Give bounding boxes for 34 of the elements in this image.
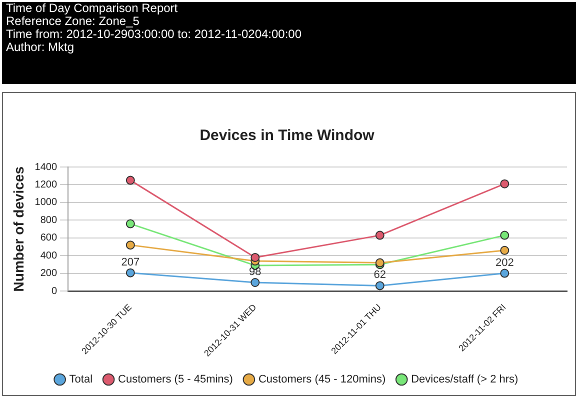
legend-label: Customers (45 - 120mins)	[258, 374, 386, 386]
legend-label: Devices/staff (> 2 hrs)	[411, 374, 518, 386]
point	[126, 268, 135, 278]
point	[250, 278, 260, 287]
data-label: 207	[121, 256, 140, 268]
point	[126, 240, 135, 250]
data-label: 98	[249, 266, 262, 278]
y-tick-label: 1400	[34, 162, 58, 173]
y-tick-label: 1000	[34, 197, 58, 208]
y-tick-label: 200	[40, 268, 58, 280]
point	[375, 230, 384, 240]
data-label: 62	[374, 269, 386, 282]
data-label: 202	[495, 256, 514, 269]
point	[500, 230, 510, 240]
y-axis-title: Number of devices	[10, 166, 26, 292]
point	[126, 176, 135, 185]
chart-title: Devices in Time Window	[200, 127, 375, 144]
point	[500, 268, 510, 278]
text: Author: Mktg	[6, 40, 76, 54]
y-tick-label: 400	[40, 250, 58, 262]
text: Time from: 2012-10-2903:00:00 to: 2012-11-0204:00:00	[6, 27, 303, 41]
point	[126, 219, 135, 228]
text: Time of Day Comparison Report	[6, 1, 179, 15]
point	[250, 252, 260, 262]
y-tick-label: 0	[51, 286, 58, 297]
y-tick-label: 1200	[34, 179, 58, 190]
y-tick-label: 600	[40, 232, 58, 244]
point	[500, 246, 510, 255]
legend-label: Total	[69, 374, 93, 386]
text: Reference Zone: Zone_5	[6, 14, 140, 28]
legend-label: Customers (5 - 45mins)	[118, 374, 233, 386]
point	[500, 179, 510, 188]
point	[375, 281, 384, 290]
y-tick-label: 800	[40, 214, 58, 226]
